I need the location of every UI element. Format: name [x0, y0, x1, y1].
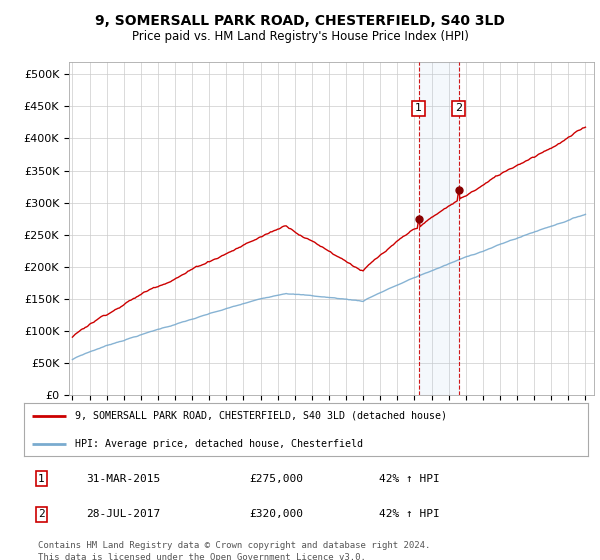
Text: HPI: Average price, detached house, Chesterfield: HPI: Average price, detached house, Ches…: [75, 438, 363, 449]
Text: £275,000: £275,000: [250, 474, 304, 484]
Text: 2: 2: [455, 104, 462, 113]
Text: 2: 2: [38, 509, 45, 519]
Text: 42% ↑ HPI: 42% ↑ HPI: [379, 509, 440, 519]
Text: 9, SOMERSALL PARK ROAD, CHESTERFIELD, S40 3LD: 9, SOMERSALL PARK ROAD, CHESTERFIELD, S4…: [95, 14, 505, 28]
Text: Price paid vs. HM Land Registry's House Price Index (HPI): Price paid vs. HM Land Registry's House …: [131, 30, 469, 43]
Text: This data is licensed under the Open Government Licence v3.0.: This data is licensed under the Open Gov…: [38, 553, 366, 560]
Text: 9, SOMERSALL PARK ROAD, CHESTERFIELD, S40 3LD (detached house): 9, SOMERSALL PARK ROAD, CHESTERFIELD, S4…: [75, 411, 447, 421]
Text: 1: 1: [415, 104, 422, 113]
Text: Contains HM Land Registry data © Crown copyright and database right 2024.: Contains HM Land Registry data © Crown c…: [38, 541, 430, 550]
Bar: [419, 62, 458, 395]
Text: 28-JUL-2017: 28-JUL-2017: [86, 509, 160, 519]
Text: 31-MAR-2015: 31-MAR-2015: [86, 474, 160, 484]
Text: £320,000: £320,000: [250, 509, 304, 519]
Text: 42% ↑ HPI: 42% ↑ HPI: [379, 474, 440, 484]
Text: 1: 1: [38, 474, 45, 484]
